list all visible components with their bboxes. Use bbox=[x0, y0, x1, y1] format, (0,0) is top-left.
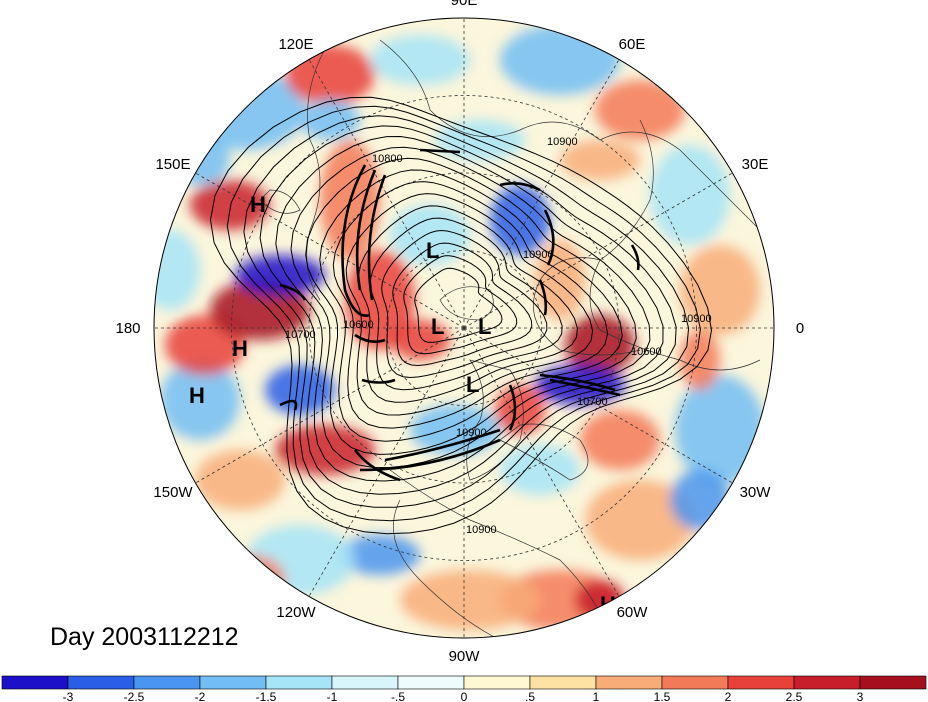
longitude-label: 180 bbox=[115, 320, 140, 337]
colorbar-swatch bbox=[1, 675, 69, 690]
colorbar-label: 2 bbox=[725, 690, 732, 702]
colorbar-swatch bbox=[265, 675, 333, 690]
contour-labels: 10800 10900 10900 10700 10600 10900 10600 10700… bbox=[285, 136, 712, 536]
colorbar-swatch bbox=[331, 675, 399, 690]
jet-contours bbox=[279, 148, 640, 482]
contour-label: 10700 bbox=[577, 396, 608, 408]
longitude-label: 120W bbox=[276, 604, 316, 621]
colorbar-label: -1 bbox=[327, 690, 338, 702]
colorbar-label: -1.5 bbox=[256, 690, 277, 702]
contour-label: 10800 bbox=[372, 153, 403, 165]
contour-label: 10600 bbox=[343, 319, 374, 331]
colorbar-label: -.5 bbox=[391, 690, 405, 702]
colorbar-label: -3 bbox=[63, 690, 74, 702]
longitude-label: 150W bbox=[153, 484, 193, 501]
graticule bbox=[154, 18, 774, 638]
colorbar-swatch bbox=[727, 675, 795, 690]
colorbar-label: 1 bbox=[593, 690, 600, 702]
colorbar-label: .5 bbox=[525, 690, 535, 702]
colorbar-label: 0 bbox=[461, 690, 468, 702]
colorbar-swatch bbox=[199, 675, 267, 690]
contour-label: 10900 bbox=[466, 524, 497, 536]
high-pressure-label: H bbox=[189, 383, 205, 408]
colorbar-label: 2.5 bbox=[786, 690, 803, 702]
high-pressure-label: H bbox=[232, 336, 248, 361]
longitude-label: 0 bbox=[796, 320, 804, 337]
low-pressure-label: L bbox=[431, 314, 444, 339]
longitude-label: 60E bbox=[619, 36, 646, 53]
longitude-label: 150E bbox=[155, 156, 190, 173]
colorbar-swatch bbox=[595, 675, 663, 690]
contour-label: 10700 bbox=[285, 329, 316, 341]
colorbar-swatch bbox=[463, 675, 531, 690]
colorbar-label: -2 bbox=[195, 690, 206, 702]
longitude-label: 60W bbox=[617, 604, 649, 621]
contour-label: 10900 bbox=[523, 249, 554, 261]
high-pressure-label: H bbox=[600, 592, 616, 617]
colorbar-swatch bbox=[397, 675, 465, 690]
colorbar-swatch bbox=[529, 675, 597, 690]
longitude-label: 30W bbox=[740, 484, 772, 501]
high-pressure-label: H bbox=[250, 192, 266, 217]
longitude-label: 90E bbox=[451, 0, 478, 9]
pressure-centers: H H H H L L L L bbox=[189, 192, 616, 617]
longitude-labels: 90E 60E 30E 0 30W 60W 90W 120W 150W 180 150E 120E bbox=[115, 0, 804, 665]
longitude-label: 90W bbox=[449, 648, 481, 665]
longitude-label: 30E bbox=[742, 156, 769, 173]
low-pressure-label: L bbox=[426, 238, 439, 263]
contour-label: 10600 bbox=[631, 346, 662, 358]
map-disk: 10800 10900 10900 10700 10600 10900 10600 10700… bbox=[154, 18, 774, 638]
contour-label: 10900 bbox=[547, 136, 578, 148]
colorbar-swatch bbox=[133, 675, 201, 690]
colorbar-label: 1.5 bbox=[654, 690, 671, 702]
map-boundary bbox=[153, 17, 775, 639]
low-pressure-label: L bbox=[478, 314, 491, 339]
colorbar-swatch bbox=[661, 675, 729, 690]
longitude-label: 120E bbox=[278, 36, 313, 53]
contour-label: 10900 bbox=[456, 427, 487, 439]
map-title: Day 2003112212 bbox=[50, 623, 239, 651]
colorbar-swatch bbox=[67, 675, 135, 690]
colorbar-swatch bbox=[793, 675, 861, 690]
colorbar-label: 3 bbox=[857, 690, 864, 702]
colorbar: -3 -2.5 -2 -1.5 -1 -.5 0 .5 1 1.5 2 2.5 3 bbox=[1, 675, 927, 702]
contour-label: 10900 bbox=[681, 313, 712, 325]
colorbar-label: -2.5 bbox=[124, 690, 145, 702]
colorbar-swatch bbox=[859, 675, 927, 690]
low-pressure-label: L bbox=[466, 372, 479, 397]
